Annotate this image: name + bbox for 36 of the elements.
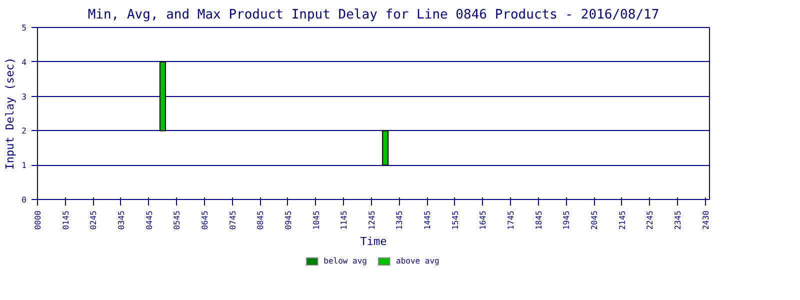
- x-tick-label: 0845: [256, 210, 266, 230]
- x-tick-label: 1045: [312, 210, 321, 230]
- y-axis-title: Input Delay (sec): [4, 57, 17, 170]
- x-tick-label: 2045: [590, 210, 600, 230]
- y-tick-label: 2: [22, 126, 27, 136]
- x-tick-label: 0145: [61, 210, 70, 230]
- x-tick-label: 2430: [701, 210, 710, 230]
- x-tick-label: 1345: [395, 210, 404, 230]
- legend-label: below avg: [324, 256, 367, 266]
- x-tick-label: 1545: [450, 210, 460, 230]
- x-tick-label: 1645: [478, 210, 488, 230]
- legend-label: above avg: [396, 256, 440, 266]
- x-tick-label: 2145: [618, 210, 627, 230]
- x-tick-label: 0545: [172, 210, 182, 230]
- y-tick-label: 4: [22, 58, 27, 67]
- x-tick-label: 1945: [562, 210, 572, 230]
- x-tick-label: 0345: [116, 210, 126, 230]
- x-tick-label: 1245: [367, 210, 376, 230]
- x-tick-label: 1845: [534, 210, 544, 230]
- x-tick-label: 0745: [228, 210, 238, 230]
- x-tick-label: 0645: [200, 210, 210, 230]
- y-tick-label: 3: [22, 92, 27, 102]
- chart-title: Min, Avg, and Max Product Input Delay for Line 0846 Products - 2016/08/17: [88, 8, 660, 22]
- x-tick-label: 1145: [340, 210, 349, 230]
- x-tick-label: 1745: [506, 210, 516, 230]
- x-tick-label: 0245: [89, 210, 98, 230]
- x-axis-title: Time: [360, 234, 387, 248]
- x-tick-label: 0000: [34, 210, 42, 230]
- y-tick-label: 0: [22, 196, 27, 204]
- x-tick-label: 0945: [284, 210, 293, 230]
- y-tick-label: 5: [22, 24, 27, 32]
- x-tick-label: 0445: [144, 210, 154, 230]
- x-tick-label: 2245: [646, 210, 655, 230]
- y-tick-label: 1: [22, 161, 27, 170]
- x-tick-label: 1445: [423, 210, 432, 230]
- x-tick-label: 2345: [674, 210, 682, 230]
